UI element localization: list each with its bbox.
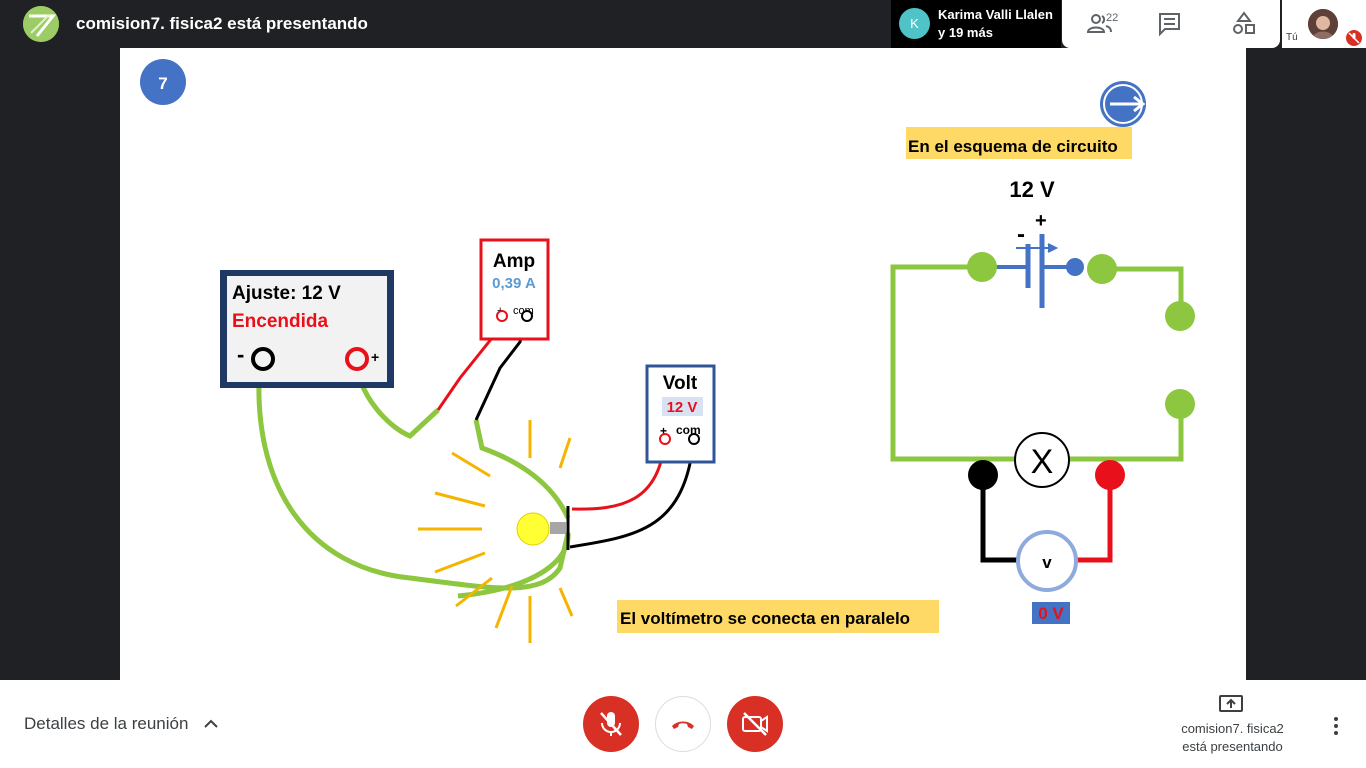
activities-button[interactable] (1224, 10, 1264, 38)
speaker-others: y 19 más (938, 25, 993, 40)
mic-off-icon (600, 712, 622, 736)
presentation-title: comision7. fisica2 está presentando (76, 14, 368, 33)
speaker-avatar: K (899, 8, 930, 39)
hang-up-icon (672, 721, 694, 729)
presenting-status: comision7. fisica2 está presentando (1140, 720, 1325, 756)
more-vert-icon (1334, 717, 1338, 735)
schematic-meter-reading: 0 V (1038, 604, 1064, 623)
presenting-line2: está presentando (1182, 739, 1283, 754)
chat-icon (1159, 13, 1180, 37)
present-screen-icon (1219, 695, 1243, 712)
presenting-line1: comision7. fisica2 (1181, 721, 1284, 736)
meeting-details-label: Detalles de la reunión (24, 714, 189, 733)
self-avatar (1308, 9, 1338, 39)
ammeter: Amp 0,39 A + com (479, 238, 550, 341)
video-off-icon (742, 712, 768, 736)
people-button[interactable] (1082, 10, 1122, 38)
light-bulb-icon (418, 420, 574, 643)
meter-symbol: v (1042, 553, 1052, 572)
chevron-up-icon (204, 719, 218, 728)
slide-number-badge: 7 (140, 59, 186, 105)
activities-icon (1233, 11, 1255, 34)
ammeter-title: Amp (493, 251, 535, 272)
chat-button[interactable] (1150, 10, 1190, 38)
more-options-button[interactable] (1326, 714, 1346, 738)
schematic-title: En el esquema de circuito (908, 137, 1118, 156)
next-arrow-icon[interactable] (1100, 81, 1146, 127)
participant-count: 22 (1106, 12, 1119, 24)
ammeter-reading: 0,39 A (492, 275, 536, 292)
meeting-details-button[interactable]: Detalles de la reunión (24, 714, 219, 734)
mic-off-icon (1346, 30, 1362, 46)
slide-caption: El voltímetro se conecta en paralelo (620, 609, 910, 628)
slide-number: 7 (158, 74, 167, 93)
lamp-symbol: X (1031, 443, 1054, 481)
voltmeter: Volt 12 V + com (645, 364, 716, 464)
microphone-toggle-button[interactable] (583, 696, 639, 752)
leave-call-button[interactable] (655, 696, 711, 752)
presented-slide: 7 Ajuste: 12 V Encendida - + (120, 48, 1246, 680)
circuit-schematic: En el esquema de circuito 12 V - + X (890, 127, 1195, 624)
power-supply-setting: Ajuste: 12 V (232, 283, 341, 304)
bottom-bar: Detalles de la reunión comision7. fis (0, 680, 1366, 768)
power-supply-minus: - (237, 342, 244, 367)
power-supply: Ajuste: 12 V Encendida - + (220, 270, 394, 388)
caption-highlight (617, 600, 939, 633)
people-icon (1086, 14, 1112, 33)
camera-toggle-button[interactable] (727, 696, 783, 752)
present-now-button[interactable] (1218, 694, 1244, 719)
source-voltage-label: 12 V (1009, 177, 1055, 202)
meet-slide-logo (23, 6, 59, 42)
speaker-name: Karima Valli Llalen (938, 7, 1053, 22)
battery-minus-label: - (1017, 221, 1025, 248)
voltmeter-title: Volt (663, 373, 698, 394)
voltmeter-reading: 12 V (667, 399, 698, 416)
voltmeter-plus: + (660, 424, 667, 438)
battery-plus-label: + (1035, 210, 1047, 232)
power-supply-plus: + (371, 349, 379, 365)
power-supply-status: Encendida (232, 311, 329, 332)
self-view-label: Tú (1286, 32, 1298, 43)
